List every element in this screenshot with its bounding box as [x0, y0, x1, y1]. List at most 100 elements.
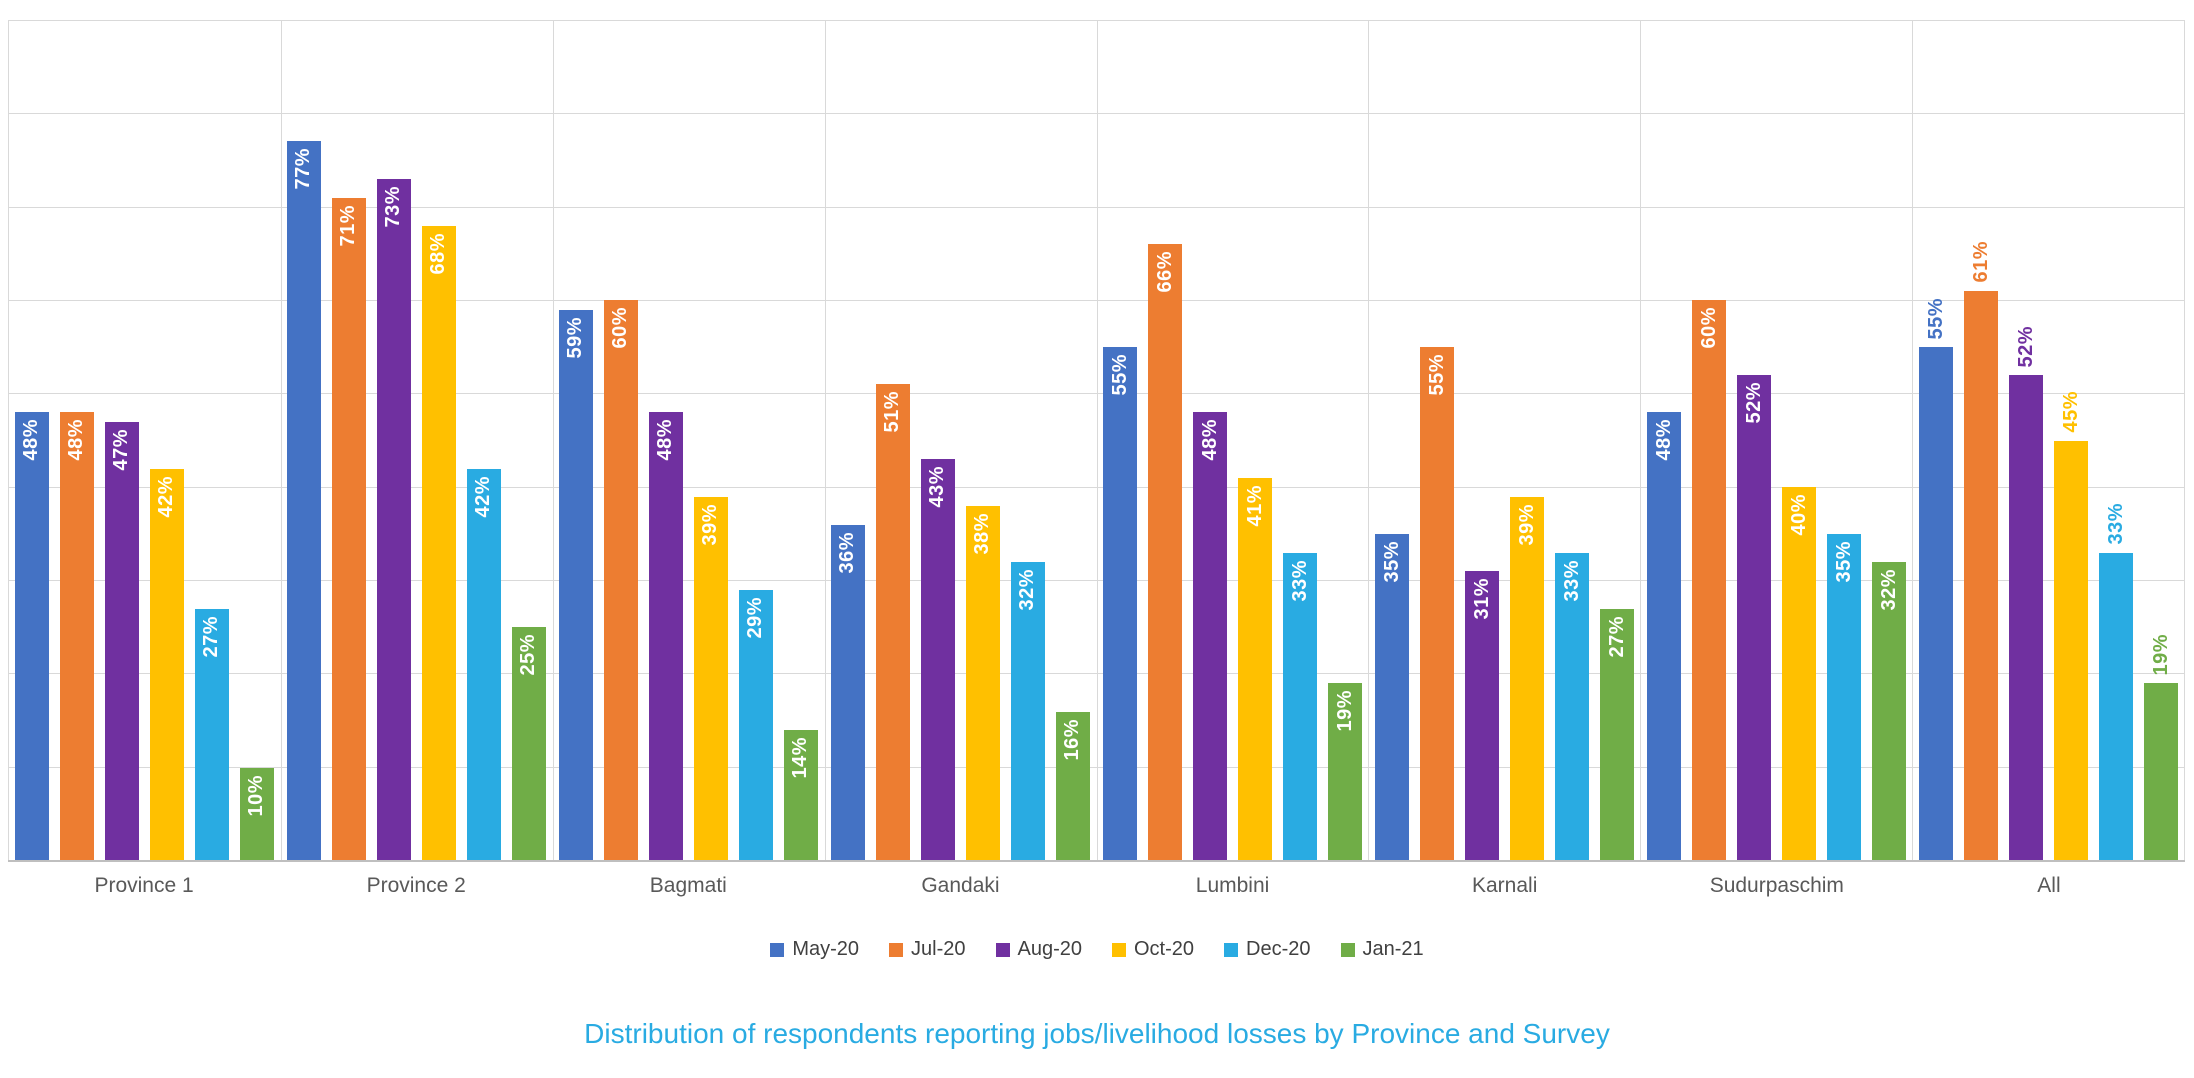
bar: 68% — [421, 225, 456, 861]
legend-swatch-icon — [1224, 942, 1239, 957]
category-group: 36% 51% 43% 38% 32% 16% — [824, 20, 1096, 861]
bar-label: 68% — [427, 232, 450, 275]
legend-label: Aug-20 — [1017, 938, 1083, 960]
bar: 32% — [1010, 561, 1045, 861]
bar-label: 48% — [65, 419, 88, 461]
bar-label: 35% — [1832, 540, 1855, 583]
category-group: 55% 66% 48% 41% 33% 19% — [1097, 20, 1369, 861]
category-group: 48% 60% 52% 40% 35% 32% — [1641, 20, 1913, 861]
bar-label: 33% — [1560, 559, 1583, 602]
bar-label: 36% — [836, 531, 859, 574]
bar: 60% — [603, 300, 638, 861]
legend-label: Jan-21 — [1362, 938, 1424, 960]
bar-label: 38% — [971, 512, 994, 555]
bar-label: 55% — [1924, 297, 1947, 340]
bar-label: 19% — [1333, 690, 1356, 732]
legend-swatch-icon — [889, 942, 904, 957]
category-group: 59% 60% 48% 39% 29% 14% — [552, 20, 824, 861]
bar-label: 55% — [1425, 354, 1448, 396]
legend-item: May-20 — [770, 938, 859, 961]
bar: 36% — [830, 524, 865, 861]
bar-label: 73% — [382, 185, 405, 228]
bar: 60% — [1692, 300, 1727, 861]
v-gridline — [824, 21, 826, 861]
bar-label: 35% — [1380, 540, 1403, 583]
legend-item: Dec-20 — [1224, 938, 1311, 961]
bar: 35% — [1375, 533, 1410, 861]
bar: 19% — [2144, 634, 2179, 861]
bar-label: 61% — [1969, 241, 1992, 283]
bar: 29% — [738, 590, 773, 861]
bar: 51% — [875, 384, 910, 861]
v-gridline — [280, 21, 282, 861]
bar-label: 32% — [1016, 568, 1039, 611]
bar: 77% — [286, 141, 321, 861]
bar-label: 59% — [564, 316, 587, 359]
bar-label: 48% — [1198, 419, 1221, 461]
bar: 33% — [1283, 552, 1318, 861]
bar: 33% — [2099, 503, 2134, 861]
bar: 14% — [783, 730, 818, 861]
legend-swatch-icon — [1112, 942, 1126, 957]
bar: 47% — [104, 421, 139, 861]
legend-item: Jan-21 — [1340, 938, 1424, 961]
bar-label: 42% — [155, 475, 178, 518]
bar: 38% — [965, 505, 1000, 861]
bar-label: 52% — [1742, 382, 1765, 424]
bar-label: 33% — [2104, 503, 2127, 545]
bar: 48% — [1193, 412, 1228, 861]
bar-label: 14% — [789, 737, 812, 779]
bar: 48% — [59, 412, 94, 861]
bar: 48% — [648, 412, 683, 861]
bar: 33% — [1555, 552, 1590, 861]
v-gridline — [1368, 21, 1370, 861]
bar: 61% — [1964, 241, 1999, 861]
bar-label: 60% — [609, 307, 632, 349]
v-gridline — [1640, 21, 1642, 861]
legend-item: Oct-20 — [1112, 938, 1194, 961]
legend-label: Oct-20 — [1134, 938, 1195, 960]
legend-item: Jul-20 — [889, 938, 966, 961]
v-gridline — [1912, 21, 1914, 861]
bar: 39% — [693, 496, 728, 861]
category-label: Lumbini — [1195, 874, 1270, 897]
bar: 55% — [1103, 347, 1138, 861]
bar-label: 45% — [2059, 390, 2082, 433]
legend-item: Aug-20 — [995, 938, 1083, 961]
bar-label: 27% — [200, 615, 223, 658]
bar: 55% — [1420, 347, 1455, 861]
category-group: 55% 61% 52% 45% 33% 19% — [1913, 20, 2185, 861]
bar: 27% — [1600, 608, 1635, 861]
bar: 31% — [1465, 571, 1500, 861]
legend-label: Dec-20 — [1246, 938, 1311, 960]
bar-label: 60% — [1697, 307, 1720, 349]
bar-label: 77% — [292, 148, 315, 191]
bar-label: 55% — [1108, 354, 1131, 396]
bar-label: 32% — [1877, 568, 1900, 611]
bar: 40% — [1782, 487, 1817, 861]
v-gridline — [1096, 21, 1098, 861]
bar-label: 29% — [744, 597, 767, 639]
bar: 16% — [1055, 711, 1090, 861]
bar: 59% — [558, 309, 593, 861]
category-label: Gandaki — [921, 874, 1000, 897]
bar: 52% — [1737, 375, 1772, 861]
bar: 66% — [1148, 244, 1183, 861]
bar: 52% — [2009, 326, 2044, 861]
bar: 32% — [1872, 561, 1907, 861]
bar-label: 16% — [1061, 718, 1084, 761]
bar: 35% — [1827, 533, 1862, 861]
category-axis: Province 1 Province 2 Bagmati Gandaki Lumbin… — [8, 874, 2185, 898]
bar-label: 52% — [2014, 325, 2037, 368]
bar-label: 48% — [1652, 419, 1675, 461]
bar: 27% — [194, 608, 229, 861]
legend: May-20 Jul-20 Aug-20 Oct-20 Dec-20 Jan-21 — [0, 938, 2194, 961]
category-label: Province 1 — [94, 874, 194, 897]
bar: 55% — [1919, 298, 1954, 861]
legend-swatch-icon — [995, 942, 1010, 957]
bar: 39% — [1510, 496, 1545, 861]
bar: 48% — [14, 412, 49, 861]
bar: 73% — [376, 178, 411, 861]
bar-label: 25% — [517, 634, 540, 676]
category-label: All — [2037, 874, 2061, 897]
